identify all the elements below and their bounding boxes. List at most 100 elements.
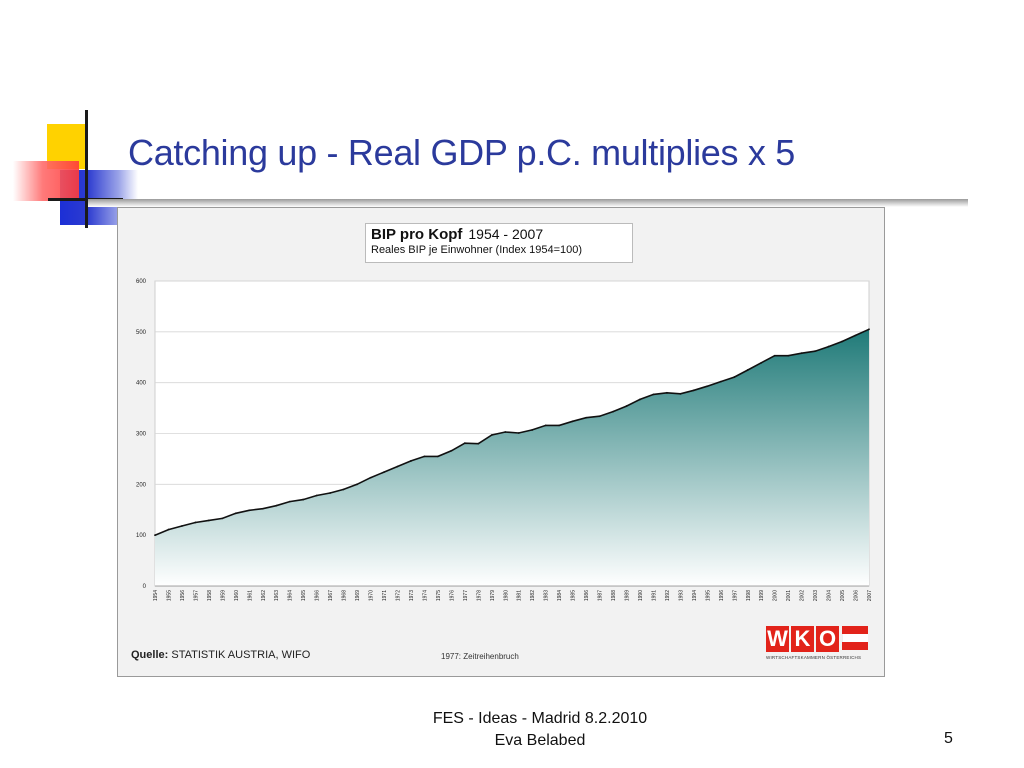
data-point — [854, 334, 857, 337]
data-point — [329, 492, 332, 494]
x-tick-label: 1968 — [342, 590, 348, 601]
x-tick-label: 1994 — [692, 590, 698, 601]
data-point — [463, 442, 466, 445]
wko-subtitle: WIRTSCHAFTSKAMMERN ÖSTERREICHS — [766, 655, 862, 660]
y-tick-label: 0 — [143, 584, 147, 590]
data-point — [167, 528, 170, 531]
x-tick-label: 1963 — [274, 590, 280, 601]
x-tick-label: 1997 — [732, 590, 738, 601]
x-tick-label: 1999 — [759, 590, 765, 601]
data-point — [706, 385, 709, 388]
x-tick-label: 1954 — [153, 590, 159, 601]
data-point — [504, 431, 507, 433]
x-tick-label: 1998 — [746, 590, 752, 601]
chart-plot: 0 100 200 300 400 500 600 1954 1955 1956 1957 1958 1… — [136, 279, 873, 601]
x-tick-label: 1969 — [355, 590, 361, 601]
data-point — [490, 434, 493, 436]
x-tick-label: 1979 — [490, 590, 496, 601]
x-tick-label: 1957 — [193, 590, 199, 601]
x-tick-label: 1960 — [234, 590, 240, 601]
data-point — [773, 354, 776, 357]
data-point — [544, 424, 547, 427]
x-tick-label: 1974 — [422, 590, 428, 601]
data-point — [154, 534, 156, 537]
data-point — [719, 380, 722, 383]
data-point — [800, 352, 803, 355]
chart-note: 1977: Zeitreihenbruch — [441, 652, 519, 661]
x-tick-label: 2000 — [773, 590, 779, 601]
data-point — [746, 369, 749, 371]
x-tick-label: 1993 — [678, 590, 684, 601]
x-tick-label: 2006 — [854, 590, 860, 601]
data-point — [531, 429, 534, 431]
data-point — [571, 420, 574, 423]
wko-logo: W K O WIRTSCHAFTSKAMMERN ÖSTERREICHS — [766, 626, 870, 666]
x-tick-label: 1964 — [288, 590, 294, 601]
x-tick-label: 1966 — [315, 590, 321, 601]
y-tick-label: 100 — [136, 533, 147, 539]
x-tick-label: 1986 — [584, 590, 590, 601]
data-point — [450, 449, 453, 452]
data-point — [181, 525, 183, 527]
data-area — [155, 329, 869, 586]
wko-letter-k: K — [791, 626, 814, 652]
data-point — [612, 410, 614, 413]
x-tick-label: 1981 — [517, 590, 523, 601]
footer-author: Eva Belabed — [494, 732, 586, 749]
y-tick-label: 500 — [136, 330, 147, 336]
x-tick-label: 1959 — [220, 590, 226, 601]
x-tick-label: 2004 — [827, 590, 833, 601]
wko-letter-w: W — [766, 626, 789, 652]
data-point — [315, 494, 318, 497]
x-tick-label: 1991 — [651, 590, 657, 601]
data-point — [275, 504, 278, 507]
source-text: STATISTIK AUSTRIA, WIFO — [171, 649, 311, 661]
chart-title-years: 1954 - 2007 — [468, 226, 544, 242]
data-point — [827, 345, 830, 348]
data-point — [666, 391, 668, 394]
data-point — [207, 519, 210, 522]
x-tick-label: 1955 — [166, 590, 172, 601]
footer-event: FES - Ideas - Madrid 8.2.2010 — [432, 710, 648, 727]
x-tick-label: 1965 — [301, 590, 307, 601]
data-point — [558, 424, 561, 427]
data-point — [585, 416, 587, 419]
data-point — [194, 521, 197, 524]
slide-footer: FES - Ideas - Madrid 8.2.2010 Eva Belabe… — [360, 708, 720, 752]
x-tick-label: 1982 — [530, 590, 536, 601]
data-point — [383, 471, 385, 474]
data-point — [692, 389, 695, 392]
data-line — [154, 328, 870, 536]
data-point — [841, 340, 843, 343]
x-tick-label: 1987 — [598, 590, 604, 601]
data-point — [423, 455, 426, 458]
data-point — [639, 398, 641, 401]
data-point — [261, 507, 264, 510]
data-point — [598, 415, 601, 418]
data-point — [868, 328, 870, 331]
x-tick-label: 2001 — [786, 590, 792, 601]
x-tick-label: 1976 — [449, 590, 455, 601]
data-point — [652, 393, 655, 396]
x-tick-label: 1980 — [503, 590, 509, 601]
x-tick-label: 1992 — [665, 590, 671, 601]
y-tick-label: 300 — [136, 432, 147, 438]
x-tick-label: 1989 — [625, 590, 631, 601]
decor-red-square — [13, 161, 79, 201]
x-tick-label: 1988 — [611, 590, 617, 601]
data-point — [410, 460, 412, 462]
x-tick-label: 1977 — [463, 590, 469, 601]
data-point — [302, 498, 305, 501]
x-tick-label: 1984 — [557, 590, 563, 601]
x-tick-label: 1996 — [719, 590, 725, 601]
data-point — [248, 509, 251, 512]
x-tick-label: 1975 — [436, 590, 442, 601]
decor-vertical-line — [85, 110, 88, 228]
decor-horizontal-line — [48, 198, 123, 201]
x-tick-label: 1971 — [382, 590, 388, 601]
x-tick-label: 1978 — [476, 590, 482, 601]
wko-letter-o: O — [816, 626, 839, 652]
x-tick-label: 2002 — [800, 590, 806, 601]
data-point — [760, 361, 763, 364]
data-point — [625, 405, 628, 407]
